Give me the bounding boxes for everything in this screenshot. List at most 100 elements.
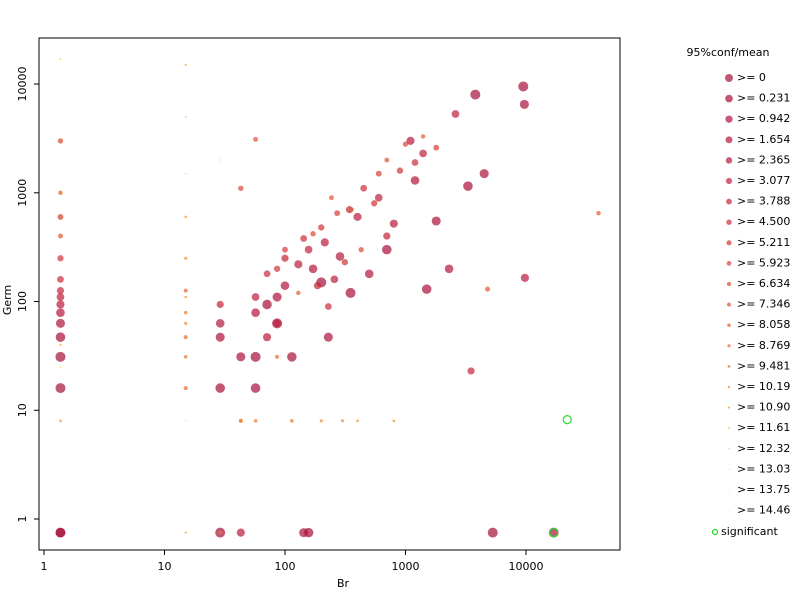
- data-point: [383, 232, 391, 240]
- data-point: [353, 212, 362, 221]
- legend-marker: [727, 406, 731, 409]
- data-point: [433, 144, 440, 151]
- legend-marker: [727, 323, 731, 327]
- legend-label: >= 2.365: [737, 153, 790, 166]
- data-point: [185, 172, 187, 175]
- legend-label: >= 3.077: [737, 174, 790, 187]
- data-point: [183, 386, 188, 391]
- data-point: [340, 419, 345, 423]
- data-point: [308, 264, 318, 274]
- data-point: [281, 254, 289, 262]
- data-point: [549, 528, 559, 538]
- legend-label: >= 14.46: [737, 504, 790, 517]
- legend-marker: [726, 219, 732, 225]
- data-point: [55, 527, 66, 538]
- data-point: [55, 351, 66, 362]
- data-point: [273, 265, 281, 272]
- data-point: [253, 136, 259, 142]
- data-point: [392, 419, 396, 423]
- legend-label: >= 13.03: [737, 462, 790, 475]
- data-point: [273, 319, 281, 328]
- legend-marker: [728, 510, 730, 512]
- data-point: [57, 138, 64, 144]
- data-point: [219, 159, 221, 161]
- data-point: [184, 256, 188, 260]
- data-point: [251, 308, 260, 317]
- data-point: [287, 352, 297, 362]
- data-point: [183, 310, 188, 315]
- data-point: [299, 528, 309, 538]
- data-point: [282, 246, 288, 253]
- data-point: [183, 288, 188, 293]
- data-point: [389, 219, 398, 228]
- data-point: [320, 238, 329, 247]
- data-point: [328, 195, 334, 201]
- data-point: [184, 63, 187, 66]
- data-point: [57, 233, 63, 239]
- legend-marker: [725, 136, 733, 144]
- data-point: [218, 530, 222, 535]
- legend-label: >= 13.75: [737, 483, 790, 496]
- legend-marker: [725, 74, 733, 82]
- legend-marker: [728, 468, 730, 470]
- legend-marker: [726, 261, 732, 266]
- data-point: [57, 255, 64, 262]
- data-point: [421, 284, 432, 294]
- data-point: [183, 335, 188, 340]
- y-tick-label: 1000: [16, 179, 29, 207]
- data-point: [402, 141, 409, 147]
- legend-title: 95%conf/mean: [687, 46, 770, 59]
- data-point: [548, 527, 559, 538]
- legend-label: >= 9.481: [737, 359, 790, 372]
- x-tick-label: 100: [274, 560, 295, 573]
- data-point: [250, 351, 261, 362]
- data-point: [296, 290, 301, 296]
- data-point: [290, 419, 294, 423]
- legend-label: >= 0.942: [737, 112, 790, 125]
- legend-label: >= 11.61: [737, 421, 790, 434]
- y-tick-label: 10: [16, 403, 29, 417]
- legend-label: >= 8.058: [737, 318, 790, 331]
- data-point: [323, 332, 333, 342]
- legend-marker: [725, 94, 733, 103]
- data-point: [215, 332, 225, 342]
- data-point: [419, 149, 427, 158]
- legend-label: >= 10.19: [737, 380, 790, 393]
- data-point: [358, 246, 364, 253]
- data-point: [374, 193, 383, 202]
- legend-label: >= 0.231: [737, 92, 790, 105]
- data-point: [382, 244, 392, 255]
- data-point: [420, 134, 426, 139]
- data-point: [313, 282, 322, 290]
- data-point: [396, 167, 404, 174]
- legend-label: >= 10.90: [737, 401, 790, 414]
- legend-marker: [726, 198, 732, 205]
- data-point: [236, 528, 245, 537]
- legend-label: >= 12.32: [737, 442, 790, 455]
- data-point: [562, 415, 572, 425]
- y-tick-label: 1: [16, 516, 29, 523]
- legend-label: >= 5.923: [737, 256, 790, 269]
- data-point: [55, 318, 66, 328]
- data-point: [310, 231, 316, 237]
- data-point: [184, 321, 188, 325]
- y-tick-label: 10000: [16, 67, 29, 102]
- data-point: [215, 319, 225, 328]
- data-point: [184, 295, 188, 299]
- data-point: [324, 303, 332, 310]
- legend-marker: [725, 177, 733, 185]
- data-point: [58, 190, 63, 196]
- data-point: [371, 200, 378, 207]
- legend-marker: [725, 157, 733, 164]
- data-point: [356, 419, 359, 423]
- data-point: [263, 270, 271, 278]
- legend-label: >= 6.634: [737, 277, 790, 290]
- legend-marker: [728, 448, 730, 450]
- data-point: [55, 332, 66, 342]
- data-point: [384, 157, 390, 163]
- legend-marker: [728, 489, 730, 491]
- data-point: [375, 170, 382, 177]
- data-point: [341, 259, 349, 266]
